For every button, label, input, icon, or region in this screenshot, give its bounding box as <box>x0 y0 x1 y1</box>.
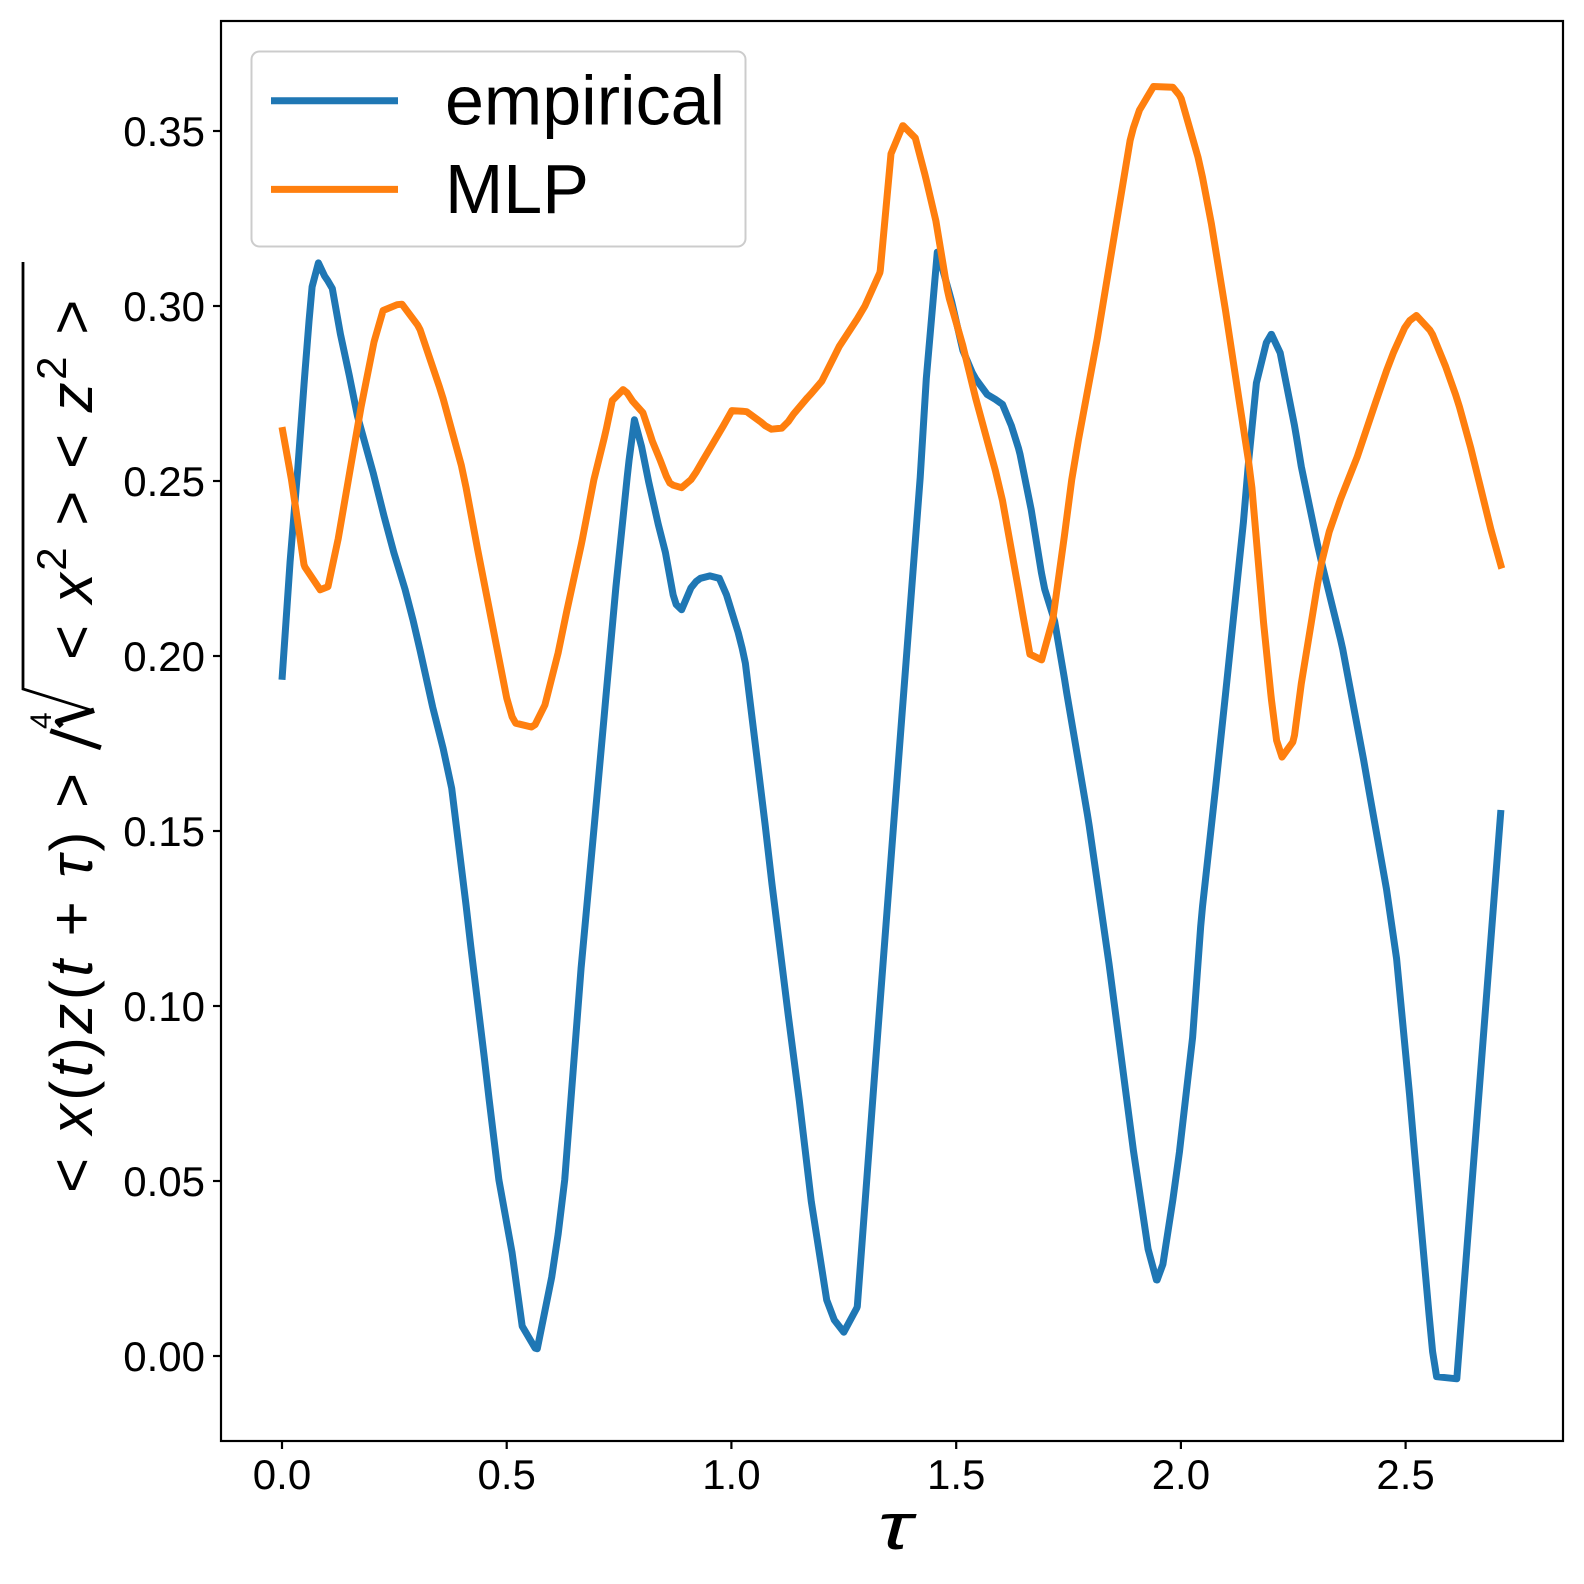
svg-text:0.25: 0.25 <box>123 458 205 505</box>
svg-text:0.0: 0.0 <box>253 1451 311 1498</box>
svg-text:4: 4 <box>25 712 58 729</box>
svg-text:2.5: 2.5 <box>1376 1451 1434 1498</box>
svg-text:τ: τ <box>878 1489 918 1563</box>
svg-text:empirical: empirical <box>445 62 725 140</box>
svg-text:0.10: 0.10 <box>123 983 205 1030</box>
svg-text:< x2 > < z2 >: < x2 > < z2 > <box>28 297 105 660</box>
svg-text:1.0: 1.0 <box>702 1451 760 1498</box>
svg-text:0.20: 0.20 <box>123 633 205 680</box>
svg-text:2.0: 2.0 <box>1152 1451 1210 1498</box>
svg-text:1.5: 1.5 <box>927 1451 985 1498</box>
svg-text:MLP: MLP <box>445 150 589 228</box>
svg-text:0.5: 0.5 <box>478 1451 536 1498</box>
svg-text:0.00: 0.00 <box>123 1333 205 1380</box>
svg-text:0.30: 0.30 <box>123 283 205 330</box>
svg-text:< x(t)z(t + τ) >: < x(t)z(t + τ) > <box>38 769 105 1193</box>
svg-text:0.05: 0.05 <box>123 1158 205 1205</box>
svg-text:0.35: 0.35 <box>123 108 205 155</box>
svg-text:0.15: 0.15 <box>123 808 205 855</box>
